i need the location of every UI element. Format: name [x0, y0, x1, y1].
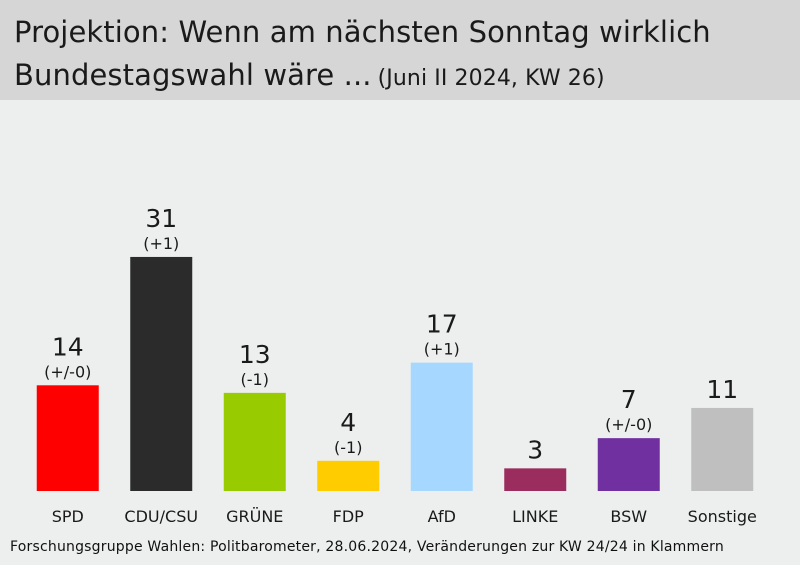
change-label-afd: (+1)	[424, 340, 460, 359]
bar-grüne	[223, 392, 286, 491]
bar-sonstige	[691, 407, 754, 491]
change-label-bsw: (+/-0)	[605, 415, 652, 434]
change-label-grüne: (-1)	[241, 370, 269, 389]
category-label-fdp: FDP	[333, 507, 365, 526]
value-label-linke: 3	[527, 435, 543, 464]
value-label-bsw: 7	[621, 385, 637, 414]
chart-title-line-1: Projektion: Wenn am nächsten Sonntag wir…	[14, 15, 711, 49]
category-label-grüne: GRÜNE	[226, 507, 283, 526]
category-label-linke: LINKE	[512, 507, 558, 526]
change-label-fdp: (-1)	[334, 438, 362, 457]
chart-title-line-2-text: Bundestagswahl wäre ...	[14, 58, 372, 92]
bar-cdu-csu	[130, 256, 193, 491]
change-label-cdu-csu: (+1)	[143, 234, 179, 253]
bar-bsw	[597, 438, 660, 491]
category-label-sonstige: Sonstige	[688, 507, 757, 526]
value-label-sonstige: 11	[706, 375, 738, 404]
bar-linke	[504, 468, 567, 491]
value-label-cdu-csu: 31	[145, 204, 177, 233]
bar-afd	[410, 362, 473, 491]
bar-fdp	[317, 460, 380, 491]
category-label-cdu-csu: CDU/CSU	[124, 507, 198, 526]
chart-title-line-2: Bundestagswahl wäre ... (Juni II 2024, KW…	[14, 58, 605, 92]
bar-spd	[36, 385, 99, 491]
bar-chart: (+/-0)14SPD(+1)31CDU/CSU(-1)13GRÜNE(-1)4…	[36, 204, 757, 526]
chart-subtitle: (Juni II 2024, KW 26)	[377, 66, 605, 91]
source-footnote: Forschungsgruppe Wahlen: Politbarometer,…	[10, 539, 724, 555]
value-label-fdp: 4	[340, 408, 356, 437]
value-label-spd: 14	[52, 332, 84, 361]
chart-header: Projektion: Wenn am nächsten Sonntag wir…	[0, 0, 800, 100]
value-label-grüne: 13	[239, 340, 271, 369]
category-label-afd: AfD	[428, 507, 456, 526]
category-label-spd: SPD	[52, 507, 84, 526]
change-label-spd: (+/-0)	[44, 362, 91, 381]
value-label-afd: 17	[426, 310, 458, 339]
category-label-bsw: BSW	[610, 507, 647, 526]
